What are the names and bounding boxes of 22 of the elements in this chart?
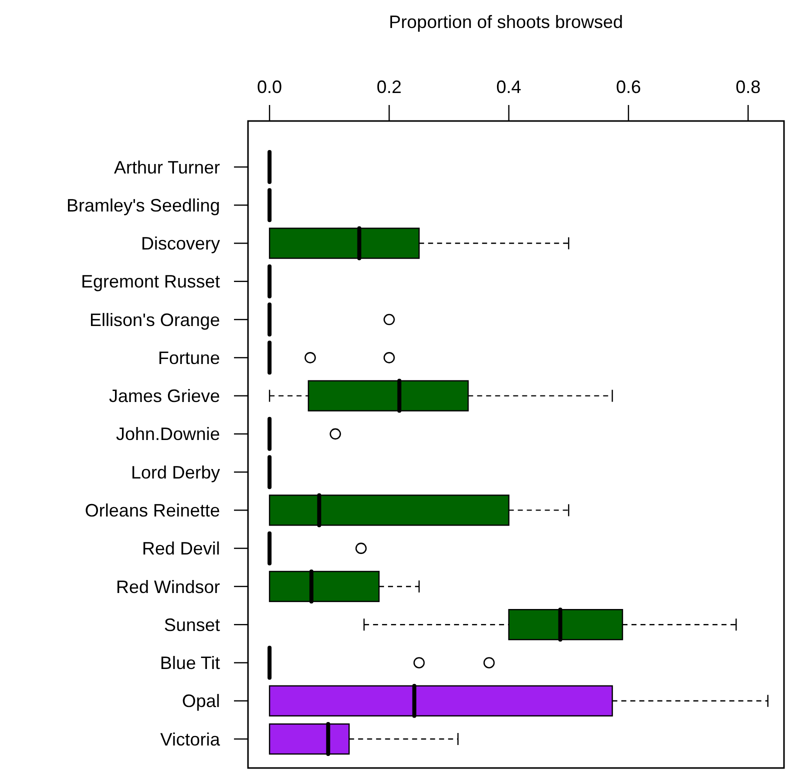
y-tick-label: James Grieve: [108, 386, 220, 406]
x-tick-label: 0.8: [736, 77, 761, 97]
x-tick-label: 0.6: [616, 77, 641, 97]
x-axis-title: Proportion of shoots browsed: [388, 12, 624, 32]
y-tick-label: Egremont Russet: [80, 272, 220, 292]
x-tick-label: 0.2: [376, 77, 402, 97]
y-tick-label: Fortune: [158, 348, 220, 368]
y-tick-label: Discovery: [140, 234, 220, 254]
y-tick-label: Orleans Reinette: [84, 500, 220, 520]
y-tick-label: Sunset: [164, 614, 220, 635]
y-tick-label: Blue Tit: [160, 653, 220, 674]
y-tick-label: John.Downie: [116, 424, 220, 444]
y-tick-label: Red Windsor: [116, 576, 220, 597]
y-tick-label: Lord Derby: [130, 462, 220, 482]
y-tick-label: Victoria: [160, 729, 221, 750]
y-tick-label: Arthur Turner: [114, 157, 220, 178]
y-tick-label: Bramley's Seedling: [66, 195, 220, 216]
x-tick-label: 0.4: [496, 77, 522, 97]
x-tick-label: 0.0: [257, 77, 282, 97]
y-tick-label: Ellison's Orange: [90, 310, 220, 330]
y-tick-label: Red Devil: [142, 538, 220, 559]
y-tick-label: Opal: [182, 691, 220, 712]
